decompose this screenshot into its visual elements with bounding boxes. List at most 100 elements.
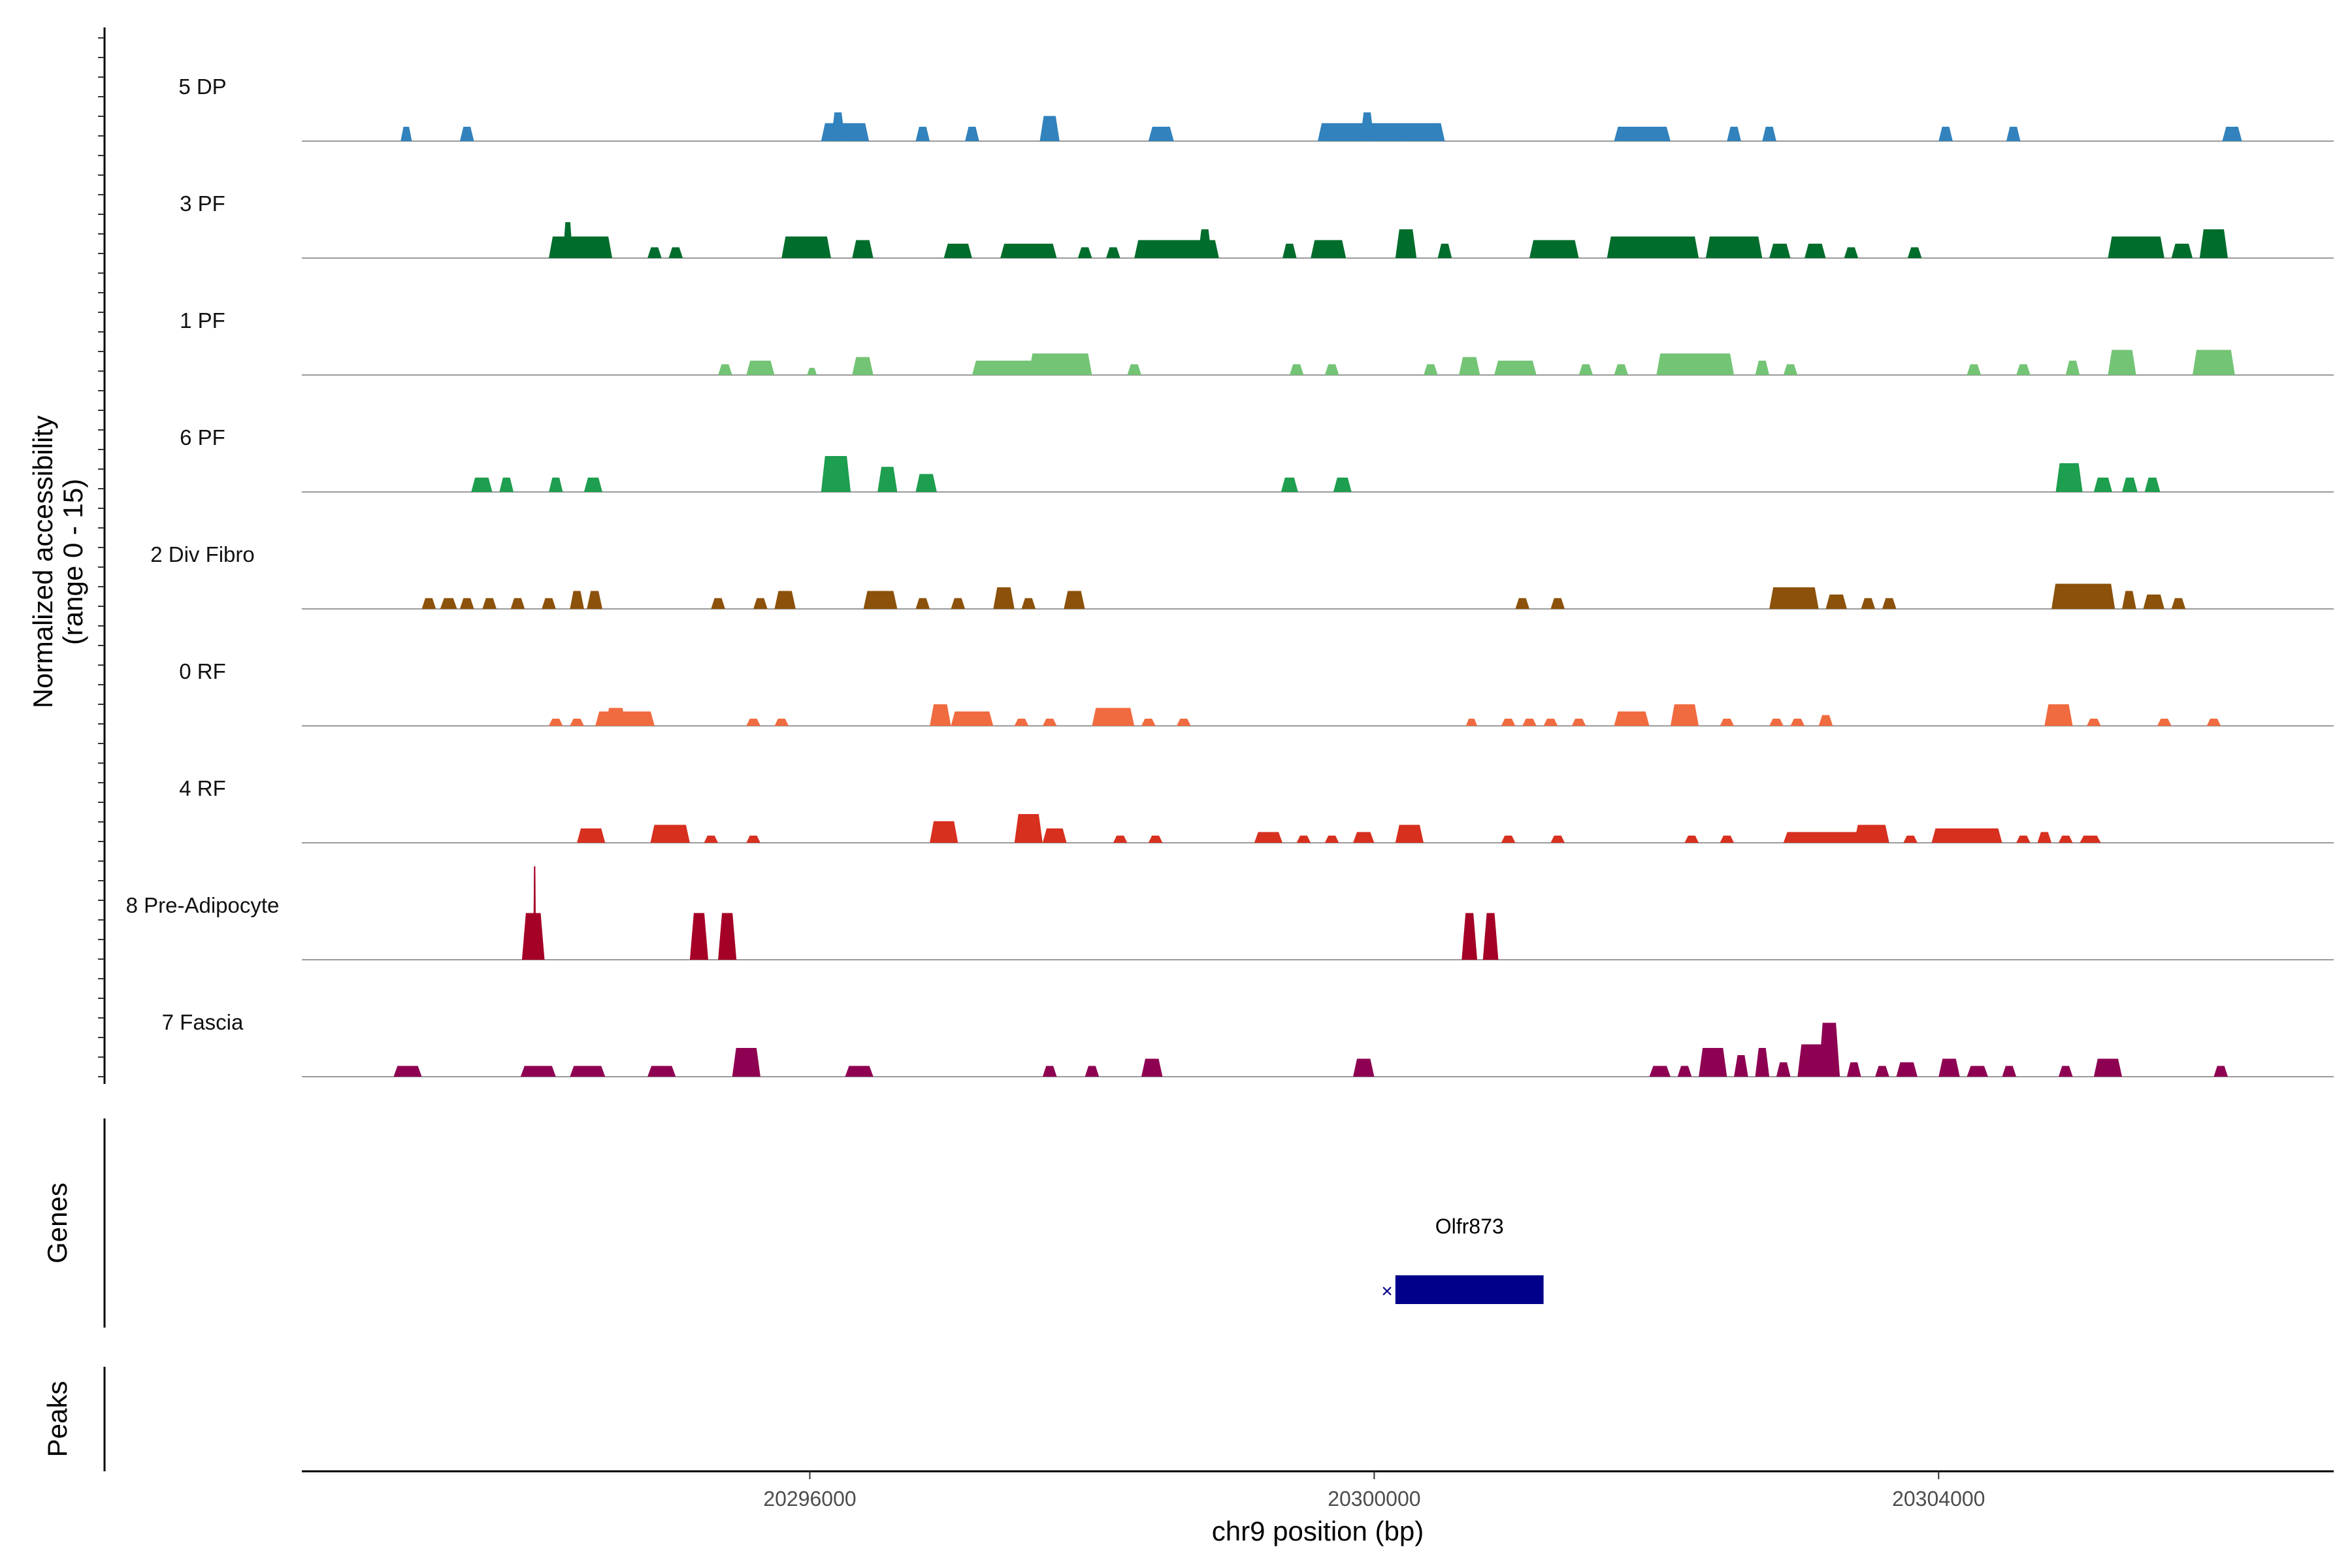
coverage-peak [1296, 836, 1311, 843]
coverage-peak [1769, 587, 1819, 609]
coverage-peak [2037, 832, 2052, 843]
coverage-peak [718, 913, 737, 960]
coverage-peak [1727, 127, 1741, 141]
coverage-peak [1042, 828, 1067, 843]
coverage-peak [1907, 247, 1922, 258]
coverage-peak [774, 719, 789, 726]
coverage-peak [1896, 1062, 1918, 1077]
coverage-peak [1844, 247, 1859, 258]
coverage-peak [781, 237, 831, 258]
track-label: 5 DP [178, 74, 226, 99]
coverage-peak [2193, 350, 2235, 375]
coverage-peak [1854, 825, 1889, 843]
coverage-peak [1462, 913, 1477, 960]
coverage-peak [1106, 247, 1120, 258]
coverage-peak [1607, 237, 1699, 258]
coverage-peak [1931, 828, 2002, 843]
coverage-peak [1042, 1066, 1057, 1077]
coverage-peak [549, 719, 563, 726]
coverage-peak [1324, 364, 1339, 375]
coverage-peak [2206, 719, 2221, 726]
coverage-peak [746, 836, 760, 843]
coverage-peak [549, 478, 563, 492]
coverage-peak [1677, 1066, 1692, 1077]
coverage-peak [1762, 127, 1776, 141]
coverage-peak [1783, 832, 1869, 843]
coverage-peak [2199, 229, 2228, 258]
coverage-peak [2016, 364, 2031, 375]
peaks-panel-title: Peaks [42, 1381, 73, 1458]
coverage-peak [459, 598, 474, 609]
track-1: 5 DP [178, 74, 2334, 142]
coverage-peak [2171, 244, 2193, 258]
coverage-peak [1776, 1062, 1791, 1077]
coverage-peak [1614, 364, 1629, 375]
coverage-peak [1684, 836, 1699, 843]
track-label: 7 Fascia [162, 1010, 244, 1034]
coverage-peak [459, 127, 474, 141]
coverage-peak [1064, 591, 1085, 609]
coverage-peak [1028, 353, 1092, 375]
coverage-peak [951, 598, 966, 609]
track-label: 0 RF [179, 659, 226, 683]
coverage-peak [1614, 711, 1650, 726]
coverage-peak [1875, 1066, 1889, 1077]
coverage-peak [877, 466, 898, 492]
coverage-peak [1424, 364, 1438, 375]
coverage-peak [1755, 1048, 1770, 1077]
coverage-peak [2143, 595, 2164, 609]
coverage-peak [1550, 598, 1565, 609]
coverage-peak [570, 1066, 606, 1077]
coverage-peak [943, 244, 972, 258]
coverage-peak [1790, 719, 1805, 726]
coverage-peak [1705, 237, 1763, 258]
coverage-peak [1501, 719, 1516, 726]
coverage-peak [732, 1048, 760, 1077]
coverage-peak [2093, 1058, 2122, 1077]
coverage-peak [1805, 244, 1826, 258]
coverage-tracks: 5 DP 3 PF 1 PF 6 PF 2 Div Fibro 0 RF 4 RF 8 Pre… [126, 74, 2334, 1077]
coverage-peak [2055, 463, 2083, 492]
coverage-peak [577, 828, 606, 843]
coverage-peak [1846, 1062, 1861, 1077]
coverage-peak [1000, 244, 1057, 258]
track-label: 4 RF [179, 776, 226, 800]
coverage-peak [2002, 1066, 2017, 1077]
coverage-peak [1699, 1048, 1727, 1077]
track-5: 2 Div Fibro [150, 542, 2334, 610]
coverage-peak [1311, 240, 1347, 258]
coverage-peak [1014, 719, 1029, 726]
coverage-peak [1465, 719, 1477, 726]
x-tick-label: 20300000 [1328, 1487, 1420, 1511]
coverage-peak [1818, 715, 1833, 726]
coverage-peak [1021, 598, 1036, 609]
coverage-peak [400, 127, 412, 141]
coverage-peak [650, 825, 690, 843]
track-label: 3 PF [180, 191, 225, 216]
coverage-peak [965, 127, 979, 141]
coverage-peak [2171, 598, 2186, 609]
coverage-peak [393, 1066, 422, 1077]
coverage-peak [1092, 708, 1135, 726]
coverage-peak [647, 247, 662, 258]
coverage-peak [1783, 364, 1798, 375]
x-tick-label: 20296000 [763, 1487, 856, 1511]
coverage-peak [2222, 127, 2242, 141]
coverage-peak [1039, 116, 1060, 141]
coverage-peak [1649, 1066, 1671, 1077]
coverage-peak [1578, 364, 1593, 375]
coverage-peak [2006, 127, 2021, 141]
coverage-peak [746, 719, 760, 726]
coverage-peak [563, 222, 573, 258]
coverage-peak [1818, 1022, 1840, 1077]
coverage-peak [1077, 247, 1092, 258]
coverage-peak [499, 478, 514, 492]
coverage-peak [1148, 127, 1174, 141]
coverage-peak [2058, 836, 2073, 843]
coverage-peak [1967, 364, 1982, 375]
coverage-peak [2144, 478, 2161, 492]
coverage-peak [1938, 127, 1953, 141]
coverage-peak [542, 598, 556, 609]
coverage-peak [1360, 112, 1375, 141]
coverage-peak [1395, 229, 1417, 258]
